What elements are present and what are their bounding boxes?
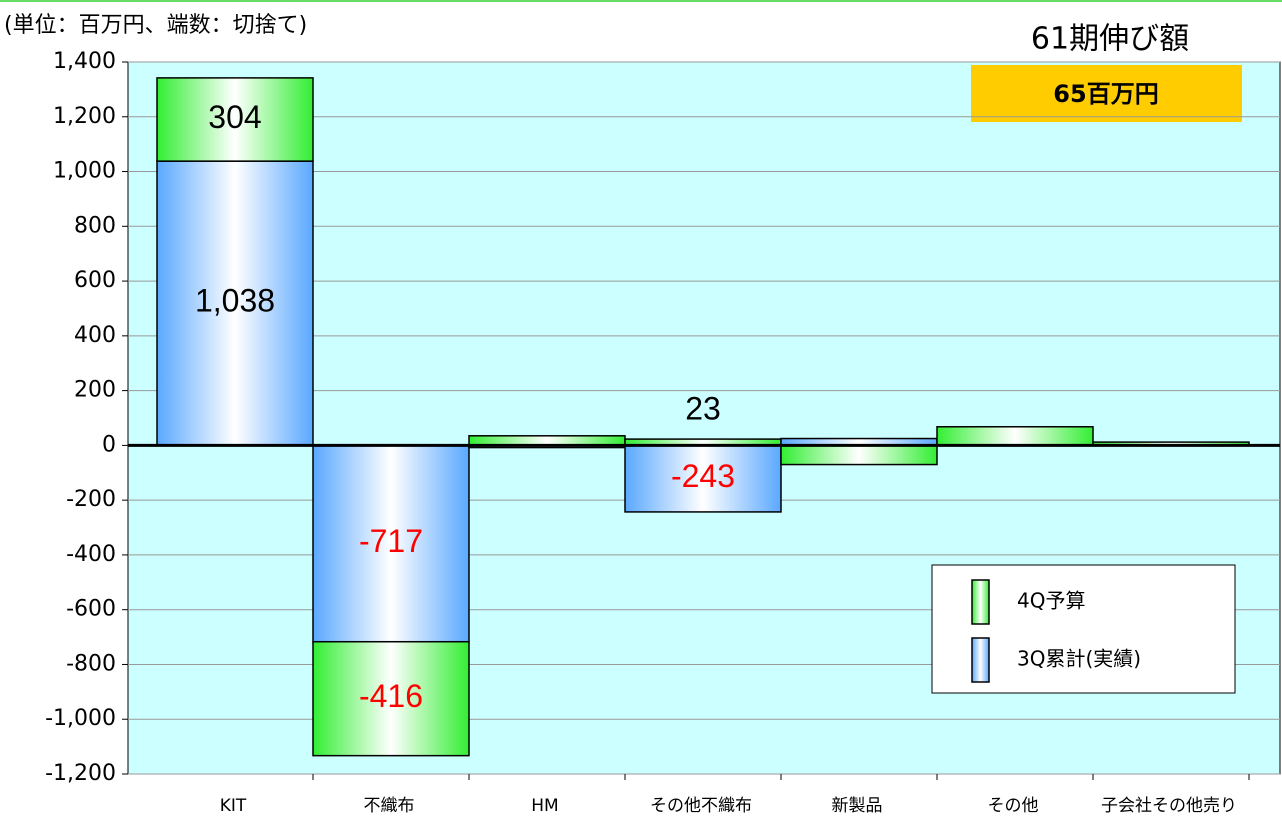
total-box: [971, 65, 1242, 122]
bar-segment: [312, 444, 470, 643]
y-tick-label: 200: [74, 378, 116, 403]
legend-swatch: [971, 637, 990, 683]
y-tick-label: 400: [74, 323, 116, 348]
x-tick-label: その他: [988, 796, 1039, 816]
data-label: 304: [208, 99, 261, 135]
x-tick-label: 不織布: [364, 796, 415, 816]
y-tick-label: -800: [66, 651, 116, 676]
y-tick-label: 0: [102, 432, 116, 457]
data-label: -416: [359, 678, 423, 714]
data-label: -717: [359, 523, 423, 559]
bar-segment: [936, 426, 1094, 447]
bar-segment: [780, 444, 938, 466]
bar-segment: [312, 640, 470, 757]
unit-note: (単位：百万円、端数：切捨て): [4, 13, 307, 38]
data-label: -243: [671, 458, 735, 494]
x-tick-label: その他不織布: [650, 796, 752, 816]
data-label: 1,038: [195, 283, 275, 319]
y-tick-label: 800: [74, 213, 116, 238]
y-tick-label: 600: [74, 268, 116, 293]
legend-label: 4Q予算: [1017, 589, 1085, 613]
data-label: 23: [685, 391, 721, 427]
legend-swatch: [971, 579, 990, 625]
x-tick-label: 子会社その他売り: [1101, 796, 1237, 816]
y-tick-label: -600: [66, 597, 116, 622]
y-tick-label: 1,400: [53, 49, 116, 74]
x-tick-label: KIT: [220, 796, 247, 816]
headline: 61期伸び額: [1031, 22, 1189, 57]
bar-segment: [156, 160, 314, 447]
legend-label: 3Q累計(実績): [1017, 647, 1141, 671]
y-tick-label: 1,000: [53, 159, 116, 184]
y-tick-label: -1,200: [45, 761, 116, 786]
x-tick-label: HM: [531, 796, 558, 816]
y-tick-label: -1,000: [45, 706, 116, 731]
y-tick-label: -400: [66, 542, 116, 567]
total-value: 65百万円: [1053, 80, 1158, 108]
y-tick-label: -200: [66, 487, 116, 512]
y-tick-label: 1,200: [53, 104, 116, 129]
bar-segment: [156, 77, 314, 162]
x-tick-label: 新製品: [832, 796, 883, 816]
bar-segment: [624, 444, 782, 513]
